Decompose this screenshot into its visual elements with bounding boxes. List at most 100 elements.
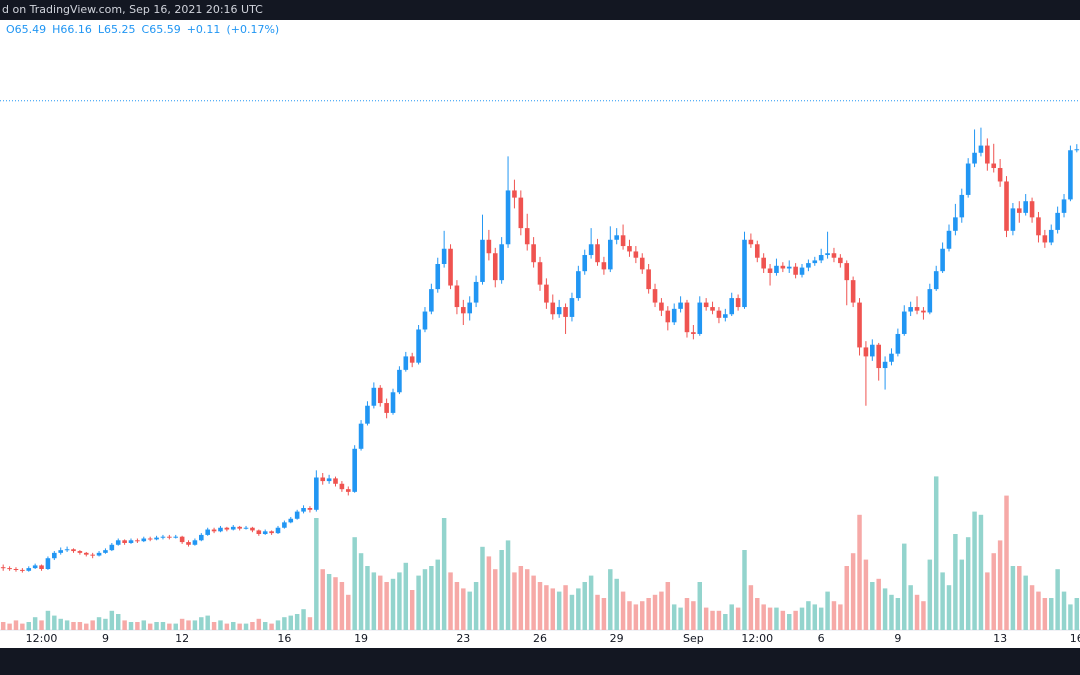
candle-body xyxy=(620,235,626,247)
candle-body xyxy=(409,356,415,363)
volume-bar xyxy=(7,623,12,630)
volume-bar xyxy=(761,604,766,630)
candle-body xyxy=(588,244,594,256)
candle-body xyxy=(326,478,332,482)
volume-bar xyxy=(186,620,191,630)
candle-body xyxy=(582,255,588,272)
candle-body xyxy=(390,392,396,413)
volume-bar xyxy=(870,582,875,630)
candle-body xyxy=(1016,208,1022,213)
volume-bar xyxy=(39,620,44,630)
candle-body xyxy=(953,217,958,231)
volume-bar xyxy=(71,622,76,630)
volume-bar xyxy=(921,601,926,630)
candle-body xyxy=(377,387,383,404)
volume-bar xyxy=(390,578,396,630)
x-tick-label: 29 xyxy=(610,632,624,645)
volume-bar xyxy=(831,601,837,630)
candle-body xyxy=(806,263,811,268)
volume-bar xyxy=(997,540,1003,630)
volume-bar xyxy=(429,566,434,630)
volume-bar xyxy=(806,601,811,630)
x-tick-label: 19 xyxy=(354,632,368,645)
candle-body xyxy=(716,310,722,318)
volume-bar xyxy=(825,591,830,630)
candle-body xyxy=(320,477,326,482)
candle-body xyxy=(314,477,319,510)
candle-body xyxy=(90,554,95,556)
candle-body xyxy=(825,253,830,256)
candle-body xyxy=(1048,229,1054,243)
candle-body xyxy=(454,285,460,308)
volume-bar xyxy=(13,620,19,630)
volume-bar xyxy=(665,582,671,630)
x-tick-label: 9 xyxy=(102,632,109,645)
volume-bar xyxy=(448,572,453,630)
volume-bar xyxy=(384,582,389,630)
candle-body xyxy=(786,266,792,269)
candle-body xyxy=(1004,181,1009,231)
candle-body xyxy=(882,361,888,369)
candle-body xyxy=(1055,212,1060,230)
volume-bar xyxy=(780,610,786,630)
candle-body xyxy=(633,251,639,258)
candle-body xyxy=(243,527,249,529)
candle-body xyxy=(77,551,83,553)
header-text: d on TradingView.com, Sep 16, 2021 20:16… xyxy=(2,3,263,16)
volume-bar xyxy=(205,615,210,630)
candle-body xyxy=(486,239,492,254)
candle-body xyxy=(103,550,108,553)
candle-body xyxy=(467,302,473,314)
candle-body xyxy=(607,239,613,270)
volume-bar xyxy=(537,582,543,630)
candle-body xyxy=(384,403,389,413)
candle-body xyxy=(154,537,159,540)
volume-bar xyxy=(742,550,747,630)
candle-body xyxy=(818,255,824,261)
volume-bar xyxy=(1029,585,1035,630)
candle-body xyxy=(186,542,191,545)
candle-body xyxy=(32,565,38,569)
candle-body xyxy=(729,298,735,315)
volume-bar xyxy=(1023,575,1028,630)
candle-body xyxy=(767,268,773,273)
volume-bar xyxy=(211,622,217,630)
candle-body xyxy=(678,302,683,309)
volume-bar xyxy=(179,618,185,630)
candle-body xyxy=(563,307,568,317)
volume-bar xyxy=(1036,591,1041,630)
candle-body xyxy=(492,253,498,281)
volume-bar xyxy=(933,476,939,630)
volume-bar xyxy=(620,591,626,630)
volume-bar xyxy=(786,614,792,630)
candle-body xyxy=(652,289,658,303)
candle-body xyxy=(735,298,741,308)
volume-bar xyxy=(397,572,402,630)
candle-body xyxy=(13,569,19,570)
candle-body xyxy=(333,478,338,484)
candle-body xyxy=(844,263,850,281)
candle-body xyxy=(461,307,466,314)
volume-bar xyxy=(237,623,242,630)
candle-body xyxy=(933,271,939,290)
candle-body xyxy=(96,552,102,556)
volume-bar xyxy=(231,622,236,630)
volume-bar xyxy=(703,607,709,630)
volume-bar xyxy=(250,622,255,630)
volume-bar xyxy=(422,569,428,630)
volume-bar xyxy=(691,601,696,630)
volume-bar xyxy=(467,591,472,630)
candle-body xyxy=(7,568,12,570)
candle-body xyxy=(128,540,134,543)
candle-body xyxy=(365,405,370,424)
volume-bar xyxy=(103,618,108,630)
candle-body xyxy=(921,310,926,313)
volume-bar xyxy=(454,582,460,630)
candle-body xyxy=(109,544,115,551)
candle-body xyxy=(141,538,147,542)
volume-bar xyxy=(569,594,575,630)
x-tick-label: 12:00 xyxy=(741,632,773,645)
candle-body xyxy=(115,540,121,545)
volume-bar xyxy=(991,553,996,630)
volume-bar xyxy=(0,622,6,630)
